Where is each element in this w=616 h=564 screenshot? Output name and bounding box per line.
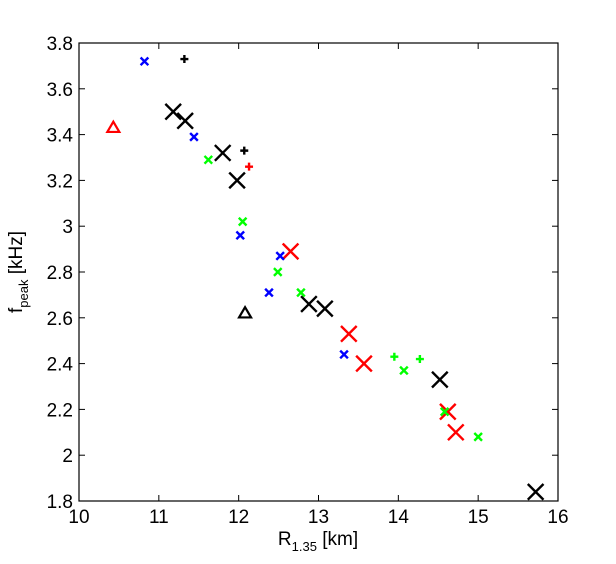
x-axis-label-unit: [km]: [317, 529, 358, 550]
data-marks: [105, 55, 545, 501]
x-tick-label: 15: [468, 507, 489, 528]
x-marker: [228, 171, 246, 190]
y-tick-label: 2.6: [47, 309, 73, 330]
plus-marker: [390, 352, 399, 361]
x-marker: [355, 354, 373, 373]
y-tick-label: 2.8: [47, 263, 73, 284]
x-axis-label: R1.35 [km]: [278, 529, 358, 554]
y-tick-label: 3.4: [47, 126, 74, 147]
plot-frame: [78, 42, 559, 502]
small-x-marker: [139, 56, 150, 67]
x-marker: [164, 103, 182, 121]
y-tick-label: 1.8: [47, 492, 73, 513]
y-tick-label: 3.2: [47, 171, 73, 192]
y-tick-label: 2.2: [47, 400, 73, 421]
y-tick-label: 3: [62, 217, 73, 238]
x-marker: [316, 299, 334, 318]
x-marker: [447, 423, 465, 441]
plus-marker: [415, 355, 424, 364]
small-x-marker: [296, 287, 306, 298]
small-x-marker: [264, 287, 274, 298]
x-marker: [281, 242, 300, 261]
plus-marker: [180, 55, 189, 64]
small-x-marker: [237, 216, 248, 227]
small-x-marker: [399, 365, 409, 376]
x-tick-label: 12: [228, 507, 249, 528]
y-axis-label: fpeak [kHz]: [6, 231, 31, 313]
x-tick-label: 14: [388, 507, 410, 528]
x-marker: [431, 370, 449, 389]
y-tick-label: 2: [62, 446, 73, 467]
small-x-marker: [189, 132, 199, 142]
y-axis-label-unit: [kHz]: [6, 231, 27, 280]
x-tick-label: 16: [547, 507, 568, 528]
y-axis-label-sub: peak: [16, 279, 31, 308]
small-x-marker: [275, 251, 285, 261]
x-tick-label: 10: [68, 507, 89, 528]
x-tick-label: 11: [149, 507, 169, 528]
x-marker: [214, 144, 232, 162]
x-axis-label-main: R: [278, 529, 292, 550]
triangle-marker: [105, 119, 122, 134]
x-marker: [300, 295, 318, 313]
x-tick-label: 13: [308, 507, 329, 528]
plus-marker: [245, 162, 254, 171]
small-x-marker: [339, 349, 349, 360]
y-tick-label: 2.4: [47, 355, 74, 376]
axis-ticks: 10 11 12 13 14 15 16 1.8 2 2.2 2.4 2.6 2.8 3 3.2 3.4 3.6…: [47, 34, 569, 528]
plot-area: [78, 42, 559, 502]
small-x-marker: [273, 267, 283, 277]
x-marker: [340, 325, 358, 343]
x-axis-label-sub: 1.35: [292, 539, 317, 554]
small-x-marker: [439, 406, 450, 417]
x-marker: [176, 112, 194, 130]
y-axis-label-main: f: [6, 307, 27, 313]
plus-marker: [240, 146, 249, 155]
small-x-marker: [235, 230, 245, 241]
small-x-marker: [203, 155, 214, 165]
y-tick-label: 3.8: [47, 34, 73, 55]
y-tick-label: 3.6: [47, 80, 73, 101]
x-marker: [526, 483, 545, 501]
small-x-marker: [473, 432, 483, 442]
x-marker: [439, 402, 457, 421]
triangle-marker: [237, 305, 253, 319]
